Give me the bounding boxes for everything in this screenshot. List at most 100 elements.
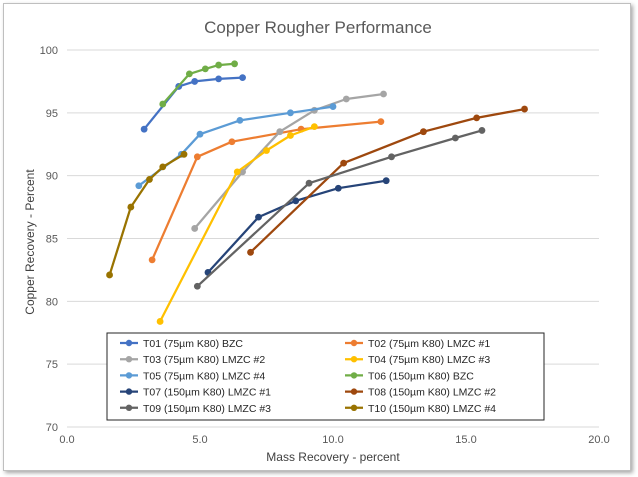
data-point: [191, 78, 199, 85]
chart-title: Copper Rougher Performance: [204, 18, 432, 37]
y-tick-label: 95: [46, 108, 58, 120]
legend-label: T05 (75µm K80) LMZC #4: [143, 370, 265, 382]
legend-item: T01 (75µm K80) BZC: [120, 338, 243, 350]
legend-item: T02 (75µm K80) LMZC #1: [345, 338, 490, 350]
legend-swatch-marker: [125, 339, 133, 347]
series-line: [161, 62, 235, 105]
data-point: [135, 182, 143, 190]
legend-label: T06 (150µm K80) BZC: [368, 370, 474, 382]
y-tick-label: 80: [46, 296, 58, 308]
data-point: [247, 248, 254, 256]
data-point: [473, 114, 481, 122]
series-line: [193, 92, 384, 230]
data-point: [215, 61, 223, 69]
data-point: [263, 147, 270, 154]
data-point: [478, 127, 486, 134]
y-tick-label: 70: [46, 422, 58, 434]
series-line: [151, 120, 382, 261]
data-point: [106, 271, 113, 279]
legend-label: T09 (150µm K80) LMZC #3: [143, 403, 271, 415]
x-tick-label: 10.0: [322, 434, 343, 446]
data-point: [276, 128, 284, 136]
series-line: [196, 129, 483, 288]
legend-swatch-marker: [350, 339, 358, 347]
data-point: [228, 138, 236, 146]
legend-item: T03 (75µm K80) LMZC #2: [120, 354, 265, 366]
series-8: [247, 105, 528, 256]
data-point: [196, 130, 204, 138]
legend-swatch-marker: [350, 356, 358, 363]
data-point: [521, 105, 528, 113]
series-2: [148, 118, 385, 264]
legend-swatch-marker: [125, 388, 133, 395]
series-7: [204, 177, 390, 276]
data-point: [191, 225, 199, 232]
legend-item: T06 (150µm K80) BZC: [345, 370, 474, 382]
series-10: [106, 150, 188, 279]
legend-item: T08 (150µm K80) LMZC #2: [345, 387, 496, 399]
x-axis-title: Mass Recovery - percent: [266, 450, 400, 464]
legend-swatch-marker: [350, 388, 358, 395]
x-tick-labels: 0.0 5.0 10.0 15.0 20.0: [59, 434, 609, 446]
data-point: [127, 203, 135, 211]
data-point: [159, 100, 167, 108]
series-9: [193, 127, 486, 290]
legend-item: T10 (150µm K80) LMZC #4: [345, 403, 496, 415]
legend-label: T03 (75µm K80) LMZC #2: [143, 354, 265, 366]
legend-label: T07 (150µm K80) LMZC #1: [143, 387, 271, 399]
data-point: [193, 282, 201, 290]
legend-item: T04 (75µm K80) LMZC #3: [345, 354, 490, 366]
legend-label: T02 (75µm K80) LMZC #1: [368, 338, 490, 350]
legend-label: T08 (150µm K80) LMZC #2: [368, 387, 496, 399]
legend-box: [106, 332, 545, 421]
data-point: [305, 179, 313, 187]
data-point: [236, 116, 244, 124]
y-tick-label: 75: [46, 359, 58, 371]
x-tick-label: 0.0: [59, 434, 74, 446]
y-tick-label: 85: [46, 234, 58, 246]
data-point: [233, 168, 241, 176]
x-tick-label: 20.0: [588, 434, 609, 446]
data-point: [340, 159, 348, 167]
data-point: [215, 75, 223, 83]
data-point: [334, 184, 342, 192]
data-point: [140, 125, 148, 133]
data-point: [451, 134, 459, 142]
data-point: [156, 318, 164, 325]
data-point: [201, 65, 209, 73]
data-point: [287, 109, 294, 117]
series-line: [143, 76, 243, 130]
legend-swatch-marker: [125, 404, 133, 411]
legend-swatch-marker: [125, 356, 133, 363]
data-point: [310, 123, 318, 131]
series-group: [106, 60, 528, 325]
series-4: [156, 123, 318, 325]
data-point: [146, 176, 153, 183]
data-point: [382, 177, 390, 185]
data-point: [388, 153, 395, 161]
data-point: [180, 150, 188, 158]
data-point: [420, 128, 427, 136]
legend-item: T09 (150µm K80) LMZC #3: [120, 403, 271, 415]
series-6: [159, 60, 238, 108]
data-point: [231, 60, 238, 68]
data-point: [148, 256, 156, 264]
legend-swatch-marker: [350, 372, 358, 379]
legend-item: T07 (150µm K80) LMZC #1: [120, 387, 271, 399]
data-point: [239, 74, 246, 82]
data-point: [342, 95, 350, 103]
data-point: [193, 153, 201, 161]
data-point: [159, 163, 167, 171]
data-point: [377, 118, 385, 126]
y-tick-labels: 70 75 80 85 90 95 100: [40, 45, 58, 434]
legend-item: T05 (75µm K80) LMZC #4: [120, 370, 265, 382]
legend-swatch-marker: [350, 404, 358, 411]
legend-label: T01 (75µm K80) BZC: [143, 338, 243, 350]
x-tick-label: 5.0: [192, 434, 207, 446]
legend-label: T04 (75µm K80) LMZC #3: [368, 354, 490, 366]
y-tick-label: 90: [46, 171, 58, 183]
data-point: [255, 213, 262, 221]
y-tick-label: 100: [40, 45, 58, 57]
data-point: [185, 70, 193, 78]
